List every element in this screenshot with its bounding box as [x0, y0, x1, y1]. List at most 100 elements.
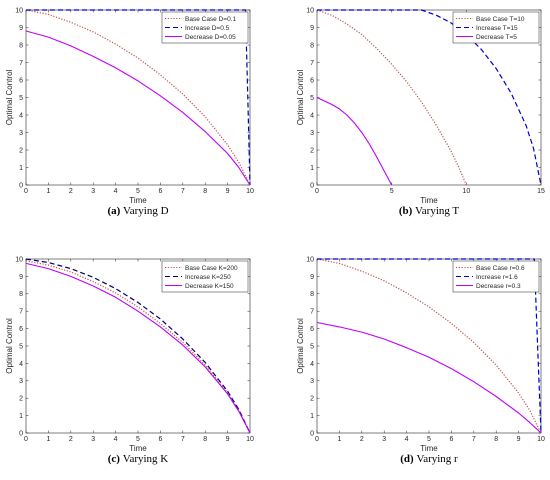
x-tick-label: 6 [158, 436, 162, 443]
x-tick-label: 10 [537, 436, 545, 443]
caption-text: Varying r [416, 453, 458, 465]
legend-entry: Increase K=250 [185, 274, 231, 281]
y-tick-label: 2 [19, 396, 23, 403]
series-line-2 [25, 258, 251, 434]
chart-panel-d: 0 1 2 3 4 5 6 7 8 9 10 0 1 2 3 4 5 6 7 8 9 10 Time Optimal Cont… [296, 256, 545, 465]
y-tick-label: 7 [19, 60, 23, 67]
y-tick-label: 1 [19, 413, 23, 420]
legend-entry: Base Case D=0.1 [185, 16, 237, 23]
x-tick-label: 8 [494, 436, 498, 443]
legend-entry: Base Case r=0.6 [476, 265, 525, 272]
legend-entry: Increase r=1.6 [476, 274, 518, 281]
x-tick-label: 3 [382, 436, 386, 443]
legend-entry: Base Case K=200 [185, 265, 238, 272]
x-tick-label: 4 [405, 436, 409, 443]
x-tick-label: 5 [136, 188, 140, 195]
y-tick-label: 9 [19, 25, 23, 32]
x-tick-label: 7 [181, 436, 185, 443]
x-tick-label: 7 [181, 188, 185, 195]
figure-caption: (a) Varying D [107, 205, 168, 217]
x-tick-label: 3 [91, 436, 95, 443]
y-tick-label: 10 [15, 256, 23, 263]
x-tick-label: 1 [46, 188, 50, 195]
x-axis-label: Time [420, 196, 438, 205]
caption-text: Varying D [123, 205, 169, 217]
chart-panel-b: 0 5 10 15 0 1 2 3 4 5 6 7 8 9 10 Time Optimal Control Bas… [296, 7, 545, 217]
chart-panel-c: 0 1 2 3 4 5 6 7 8 9 10 0 1 2 3 4 5 6 7 8 9 10 Time Optimal Cont… [5, 256, 254, 465]
x-tick-label: 4 [114, 436, 118, 443]
x-tick-label: 10 [246, 436, 254, 443]
y-tick-label: 5 [19, 343, 23, 350]
x-tick-label: 5 [427, 436, 431, 443]
x-tick-label: 5 [136, 436, 140, 443]
legend-entry: Increase D=0.5 [185, 25, 230, 32]
y-tick-label: 0 [19, 182, 23, 189]
y-tick-label: 6 [19, 77, 23, 84]
x-axis-label: Time [129, 444, 147, 453]
x-tick-label: 0 [24, 436, 28, 443]
y-tick-label: 7 [19, 309, 23, 316]
series-line-3 [25, 30, 251, 186]
x-tick-label: 0 [24, 188, 28, 195]
x-tick-label: 2 [69, 188, 73, 195]
series-line-2 [317, 9, 542, 186]
y-tick-label: 7 [310, 309, 314, 316]
legend-entry: Base Case T=10 [476, 16, 525, 23]
legend-entry: Decrease T=5 [476, 34, 517, 41]
x-tick-label: 0 [315, 188, 319, 195]
x-tick-label: 0 [315, 436, 319, 443]
caption-tag: (d) [400, 453, 416, 465]
series-line-2 [317, 258, 542, 434]
y-tick-label: 5 [19, 95, 23, 102]
series-line-3 [25, 262, 251, 434]
y-tick-label: 0 [310, 430, 314, 437]
y-tick-label: 0 [310, 182, 314, 189]
legend-entry: Decrease r=0.3 [476, 283, 521, 290]
x-tick-label: 1 [337, 436, 341, 443]
x-tick-label: 9 [226, 188, 230, 195]
x-tick-label: 2 [69, 436, 73, 443]
y-tick-label: 10 [306, 256, 314, 263]
y-tick-label: 5 [310, 95, 314, 102]
caption-tag: (c) [108, 453, 123, 465]
x-tick-label: 1 [46, 436, 50, 443]
y-tick-label: 6 [310, 326, 314, 333]
x-axis-label: Time [420, 444, 438, 453]
y-tick-label: 9 [19, 274, 23, 281]
y-axis-label: Optimal Control [296, 69, 305, 125]
x-axis-label: Time [129, 196, 147, 205]
x-tick-label: 2 [360, 436, 364, 443]
caption-text: Varying T [415, 205, 459, 217]
y-tick-label: 5 [310, 343, 314, 350]
x-tick-label: 9 [226, 436, 230, 443]
y-tick-label: 6 [310, 77, 314, 84]
series-line-1 [25, 9, 251, 186]
figure-caption: (c) Varying K [108, 453, 169, 465]
x-tick-label: 15 [537, 188, 545, 195]
y-tick-label: 3 [19, 378, 23, 385]
y-tick-label: 4 [19, 361, 23, 368]
figure-caption: (d) Varying r [400, 453, 458, 465]
y-tick-label: 10 [15, 7, 23, 14]
y-tick-label: 8 [19, 42, 23, 49]
y-tick-label: 8 [310, 291, 314, 298]
x-tick-label: 7 [472, 436, 476, 443]
x-tick-label: 10 [246, 188, 254, 195]
y-tick-label: 9 [310, 274, 314, 281]
y-tick-label: 1 [310, 165, 314, 172]
caption-tag: (a) [107, 205, 123, 217]
y-tick-label: 0 [19, 430, 23, 437]
x-tick-label: 10 [462, 188, 470, 195]
y-tick-label: 2 [19, 147, 23, 154]
x-tick-label: 5 [390, 188, 394, 195]
x-tick-label: 9 [517, 436, 521, 443]
x-tick-label: 6 [158, 188, 162, 195]
series-line-3 [316, 97, 393, 186]
y-tick-label: 9 [310, 25, 314, 32]
y-tick-label: 2 [310, 396, 314, 403]
legend-entry: Decrease K=150 [185, 283, 234, 290]
caption-text: Varying K [123, 453, 169, 465]
x-tick-label: 4 [114, 188, 118, 195]
y-tick-label: 8 [19, 291, 23, 298]
